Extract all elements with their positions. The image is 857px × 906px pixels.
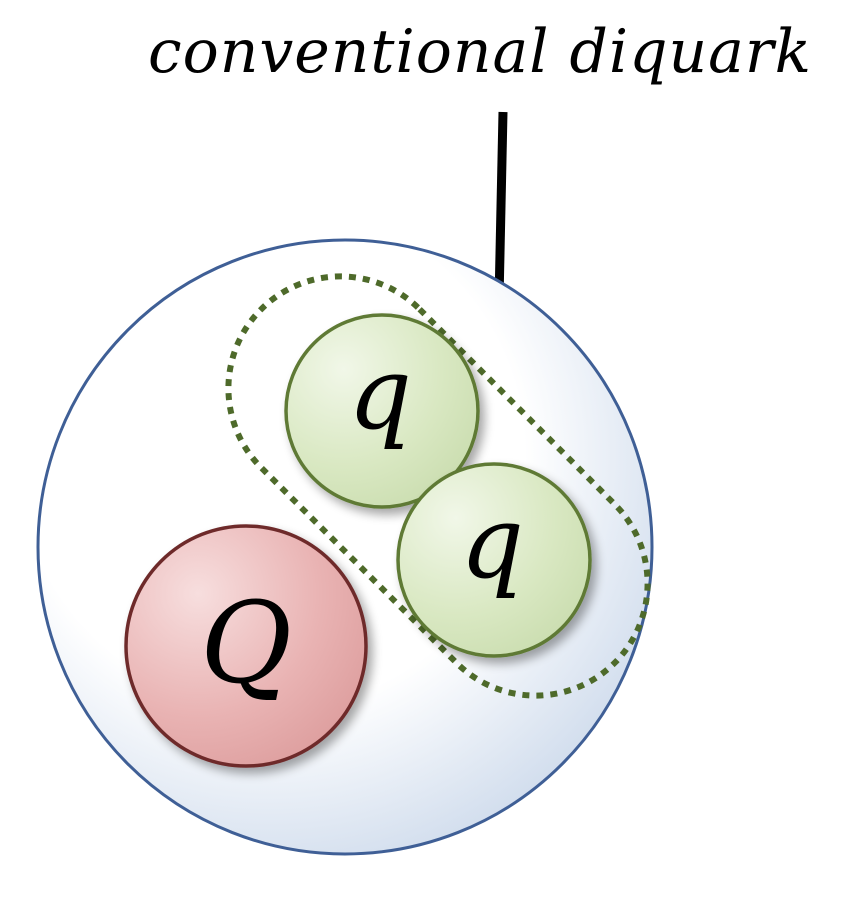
light-quark-upper-symbol: q (348, 335, 412, 452)
light-quark-lower-symbol: q (460, 484, 524, 601)
light-quark-lower: q (396, 462, 592, 658)
heavy-quark: Q (124, 524, 368, 768)
light-quark-upper: q (284, 313, 480, 509)
diquark-boundary (225, 273, 651, 699)
light-quark-lower-circle (396, 462, 592, 658)
heavy-quark-circle (124, 524, 368, 768)
heavy-quark-symbol: Q (200, 579, 292, 709)
diquark-caption: conventional diquark (148, 17, 812, 87)
light-quark-upper-circle (284, 313, 480, 509)
